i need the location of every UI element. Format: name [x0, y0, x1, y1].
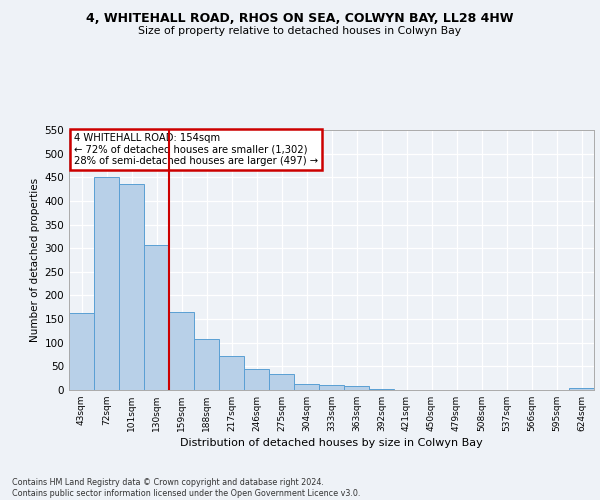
Bar — [294, 384, 319, 390]
Text: 4, WHITEHALL ROAD, RHOS ON SEA, COLWYN BAY, LL28 4HW: 4, WHITEHALL ROAD, RHOS ON SEA, COLWYN B… — [86, 12, 514, 26]
Bar — [244, 369, 269, 390]
Y-axis label: Number of detached properties: Number of detached properties — [30, 178, 40, 342]
Bar — [219, 356, 244, 390]
Bar — [169, 312, 194, 390]
Bar — [319, 385, 344, 390]
Bar — [344, 386, 369, 390]
Bar — [69, 313, 94, 390]
Bar — [94, 178, 119, 390]
Bar — [369, 389, 394, 390]
Bar — [194, 340, 219, 390]
Text: 4 WHITEHALL ROAD: 154sqm
← 72% of detached houses are smaller (1,302)
28% of sem: 4 WHITEHALL ROAD: 154sqm ← 72% of detach… — [74, 132, 319, 166]
Text: Contains HM Land Registry data © Crown copyright and database right 2024.
Contai: Contains HM Land Registry data © Crown c… — [12, 478, 361, 498]
Text: Size of property relative to detached houses in Colwyn Bay: Size of property relative to detached ho… — [139, 26, 461, 36]
Bar — [569, 388, 594, 390]
Bar — [269, 374, 294, 390]
Bar — [144, 246, 169, 390]
Bar — [119, 184, 144, 390]
X-axis label: Distribution of detached houses by size in Colwyn Bay: Distribution of detached houses by size … — [180, 438, 483, 448]
